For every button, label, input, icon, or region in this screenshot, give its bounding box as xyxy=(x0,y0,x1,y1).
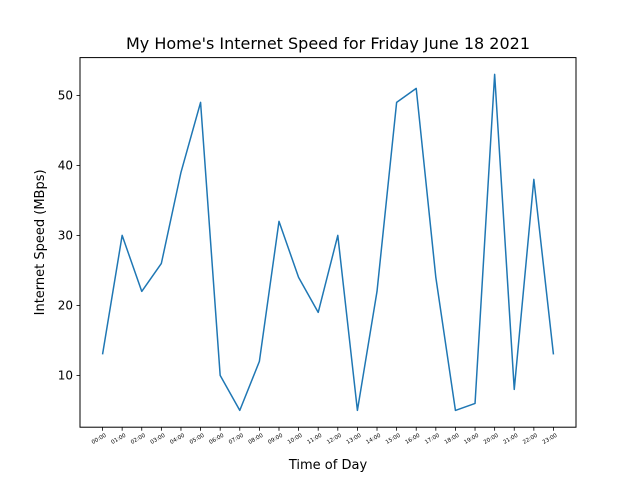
series-line-0 xyxy=(101,73,555,412)
y-tick-label: 30 xyxy=(58,229,73,243)
y-tick-label: 10 xyxy=(58,369,73,383)
plot-area xyxy=(101,73,555,412)
y-tick-label: 40 xyxy=(58,159,73,173)
axes-frame xyxy=(79,57,577,428)
y-tick-label: 50 xyxy=(58,89,73,103)
chart-title: My Home's Internet Speed for Friday June… xyxy=(126,34,530,53)
x-axis-label: Time of Day xyxy=(288,458,368,473)
y-tick-label: 20 xyxy=(58,299,73,313)
y-axis: 10 20 30 40 50 xyxy=(58,89,80,383)
y-axis-label: Internet Speed (MBps) xyxy=(33,169,48,315)
